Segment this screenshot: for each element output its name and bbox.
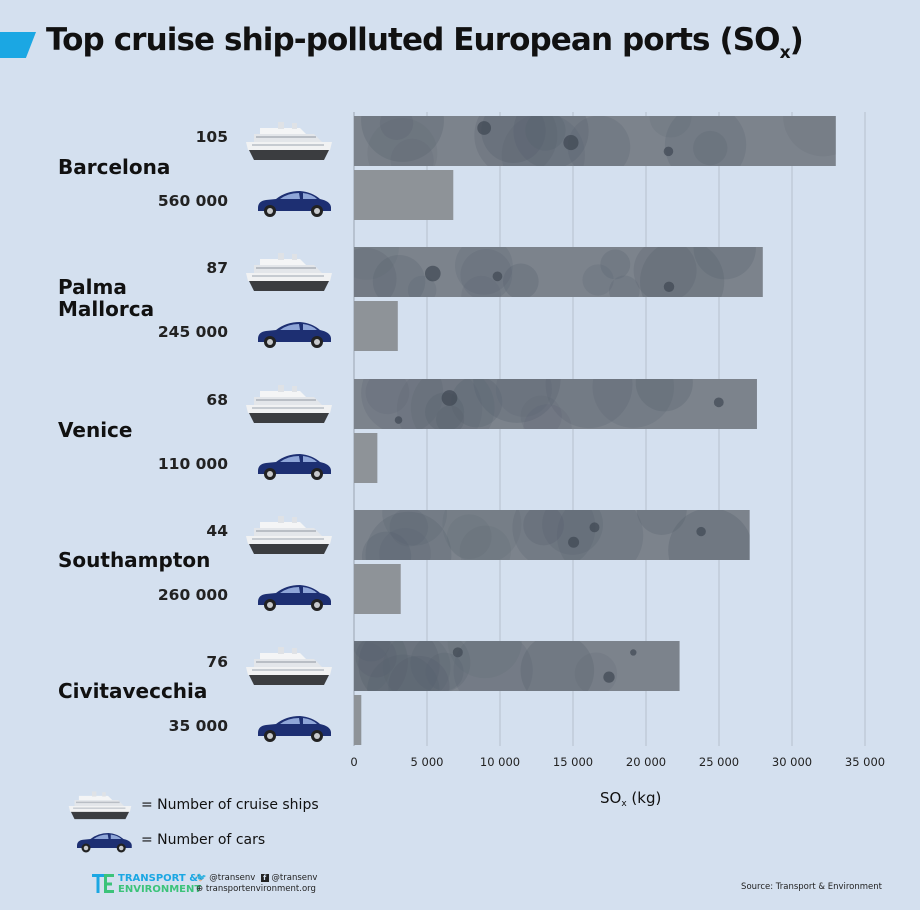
bar-cars-rect	[354, 564, 401, 614]
smoke-texture	[361, 116, 836, 166]
bar-ships-rect	[354, 641, 680, 691]
bar-cruise-ships	[354, 641, 680, 691]
cruise-ship-icon	[244, 120, 334, 164]
x-tick-label: 0	[350, 755, 357, 769]
bar-ships-rect	[354, 116, 836, 166]
cruise-ship-icon	[66, 790, 134, 822]
car-count: 560 000	[157, 192, 228, 210]
car-icon	[252, 319, 336, 349]
bar-ships-rect	[354, 247, 763, 297]
bar-cars-rect	[354, 301, 398, 351]
twitter-icon: 🐦	[196, 873, 207, 883]
bar-cars	[354, 695, 362, 745]
car-icon	[252, 713, 336, 743]
car-icon	[252, 188, 336, 218]
bar-ships-rect	[354, 379, 757, 429]
cruise-ship-count: 76	[206, 653, 228, 671]
bar-cars-rect	[354, 433, 378, 483]
cruise-ship-count: 87	[206, 259, 228, 277]
legend-ships-label: = Number of cruise ships	[141, 797, 319, 813]
cruise-ship-count: 68	[206, 391, 228, 409]
port-name-label: Venice	[58, 418, 133, 442]
cruise-ship-count: 105	[195, 128, 228, 146]
smoke-texture	[361, 379, 724, 429]
x-tick-label: 15 000	[553, 755, 593, 769]
x-tick-label: 25 000	[699, 755, 739, 769]
facebook-handle[interactable]: @transenv	[271, 873, 318, 883]
x-tick-label: 10 000	[480, 755, 520, 769]
chart-title: Top cruise ship-polluted European ports …	[46, 22, 804, 63]
port-name-label: Civitavecchia	[58, 679, 208, 703]
bar-cars	[354, 301, 398, 351]
cruise-ship-count: 44	[206, 522, 228, 540]
globe-icon: ⊕	[196, 884, 204, 894]
facebook-icon: f	[260, 874, 269, 882]
car-count: 110 000	[157, 455, 228, 473]
port-name-label: Barcelona	[58, 155, 171, 179]
car-icon	[252, 582, 336, 612]
bar-cruise-ships	[354, 116, 836, 166]
cruise-ship-icon	[244, 645, 334, 689]
x-tick-label: 20 000	[626, 755, 666, 769]
website-link[interactable]: transportenvironment.org	[205, 884, 316, 894]
x-axis-label: SOx (kg)	[600, 789, 662, 809]
x-tick-label: 35 000	[845, 755, 885, 769]
bar-cruise-ships	[354, 379, 757, 429]
legend-cars-label: = Number of cars	[141, 832, 266, 848]
car-icon	[74, 830, 134, 854]
bar-cars	[354, 564, 401, 614]
bar-cars	[354, 170, 454, 220]
transport-environment-logo	[92, 874, 114, 893]
cruise-ship-icon	[244, 383, 334, 427]
source-note: Source: Transport & Environment	[741, 882, 882, 892]
brand-name: TRANSPORT & ENVIRONMENT	[118, 873, 202, 895]
bar-cruise-ships	[354, 510, 750, 560]
car-icon	[252, 451, 336, 481]
bar-cruise-ships	[354, 247, 763, 297]
social-links: 🐦 @transenv f @transenv ⊕ transportenvir…	[196, 873, 317, 895]
bar-cars	[354, 433, 378, 483]
car-count: 245 000	[157, 323, 228, 341]
cruise-ship-icon	[244, 251, 334, 295]
bar-ships-rect	[354, 510, 750, 560]
car-count: 260 000	[157, 586, 228, 604]
smoke-texture	[361, 510, 750, 560]
car-count: 35 000	[168, 717, 228, 735]
twitter-handle[interactable]: @transenv	[209, 873, 256, 883]
smoke-texture	[354, 247, 756, 297]
port-name-label: Palma Mallorca	[58, 275, 155, 321]
bar-cars-rect	[354, 170, 454, 220]
port-name-label: Southampton	[58, 548, 211, 572]
x-tick-label: 5 000	[411, 755, 444, 769]
smoke-texture	[354, 641, 637, 691]
cruise-ship-icon	[244, 514, 334, 558]
bar-cars-rect	[354, 695, 362, 745]
x-tick-label: 30 000	[772, 755, 812, 769]
